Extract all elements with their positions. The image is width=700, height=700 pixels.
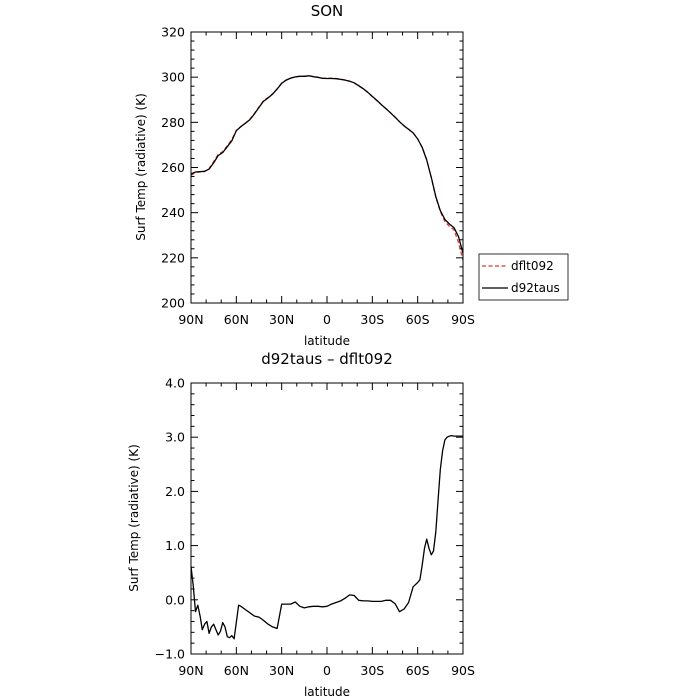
chart-2-x-tick-labels: 90N 60N 30N 0 30S 60S 90S xyxy=(178,663,475,678)
y-tick-label: −1.0 xyxy=(155,647,185,662)
chart-2-title: d92taus – dflt092 xyxy=(261,350,393,368)
x-tick-label: 60N xyxy=(224,312,249,327)
y-tick-label: 320 xyxy=(161,25,185,40)
x-tick-label: 30N xyxy=(269,312,294,327)
y-tick-label: 2.0 xyxy=(165,484,185,499)
chart-1: SON 90N 60N 30N 0 30S 60S 90S 200 220 240 260 280 3… xyxy=(134,2,569,348)
y-tick-label: 300 xyxy=(161,70,185,85)
x-tick-label: 30S xyxy=(360,663,384,678)
chart-1-title: SON xyxy=(311,2,344,20)
chart-1-series xyxy=(190,75,464,261)
x-tick-label: 60S xyxy=(406,312,430,327)
chart-2: d92taus – dflt092 90N 60N 30N 0 30S 60S 90S −1… xyxy=(127,350,475,699)
chart-2-y-tick-labels: −1.0 0.0 1.0 2.0 3.0 4.0 xyxy=(155,376,185,662)
legend-label-dflt092: dflt092 xyxy=(511,259,554,273)
chart-1-x-axis-label: latitude xyxy=(304,334,350,348)
y-tick-label: 240 xyxy=(161,205,185,220)
y-tick-label: 220 xyxy=(161,250,185,265)
y-tick-label: 260 xyxy=(161,160,185,175)
series-line-chart-2-series-1 xyxy=(190,434,463,640)
y-tick-label: 280 xyxy=(161,115,185,130)
chart-1-y-axis-label: Surf Temp (radiative) (K) xyxy=(134,93,148,241)
x-tick-label: 90N xyxy=(178,663,203,678)
x-tick-label: 90S xyxy=(451,663,475,678)
chart-2-y-axis-label: Surf Temp (radiative) (K) xyxy=(127,444,141,592)
chart-1-legend: dflt092 d92taus xyxy=(478,253,569,301)
chart-1-x-tick-labels: 90N 60N 30N 0 30S 60S 90S xyxy=(178,312,475,327)
series-line-d92taus xyxy=(190,75,464,254)
legend-label-d92taus: d92taus xyxy=(511,281,560,295)
x-tick-label: 60N xyxy=(224,663,249,678)
x-tick-label: 90S xyxy=(451,312,475,327)
x-tick-label: 60S xyxy=(406,663,430,678)
chart-1-y-tick-labels: 200 220 240 260 280 300 320 xyxy=(161,25,185,311)
x-tick-label: 0 xyxy=(323,312,331,327)
chart-1-ticks xyxy=(190,31,464,304)
y-tick-label: 3.0 xyxy=(165,430,185,445)
chart-2-x-axis-label: latitude xyxy=(304,685,350,699)
chart-2-ticks xyxy=(190,382,464,655)
y-tick-label: 0.0 xyxy=(165,592,185,607)
x-tick-label: 30N xyxy=(269,663,294,678)
chart-2-series xyxy=(190,434,463,640)
y-tick-label: 1.0 xyxy=(165,538,185,553)
x-tick-label: 0 xyxy=(323,663,331,678)
legend-box xyxy=(478,253,569,301)
x-tick-label: 30S xyxy=(360,312,384,327)
y-tick-label: 4.0 xyxy=(165,376,185,391)
y-tick-label: 200 xyxy=(161,296,185,311)
x-tick-label: 90N xyxy=(178,312,203,327)
